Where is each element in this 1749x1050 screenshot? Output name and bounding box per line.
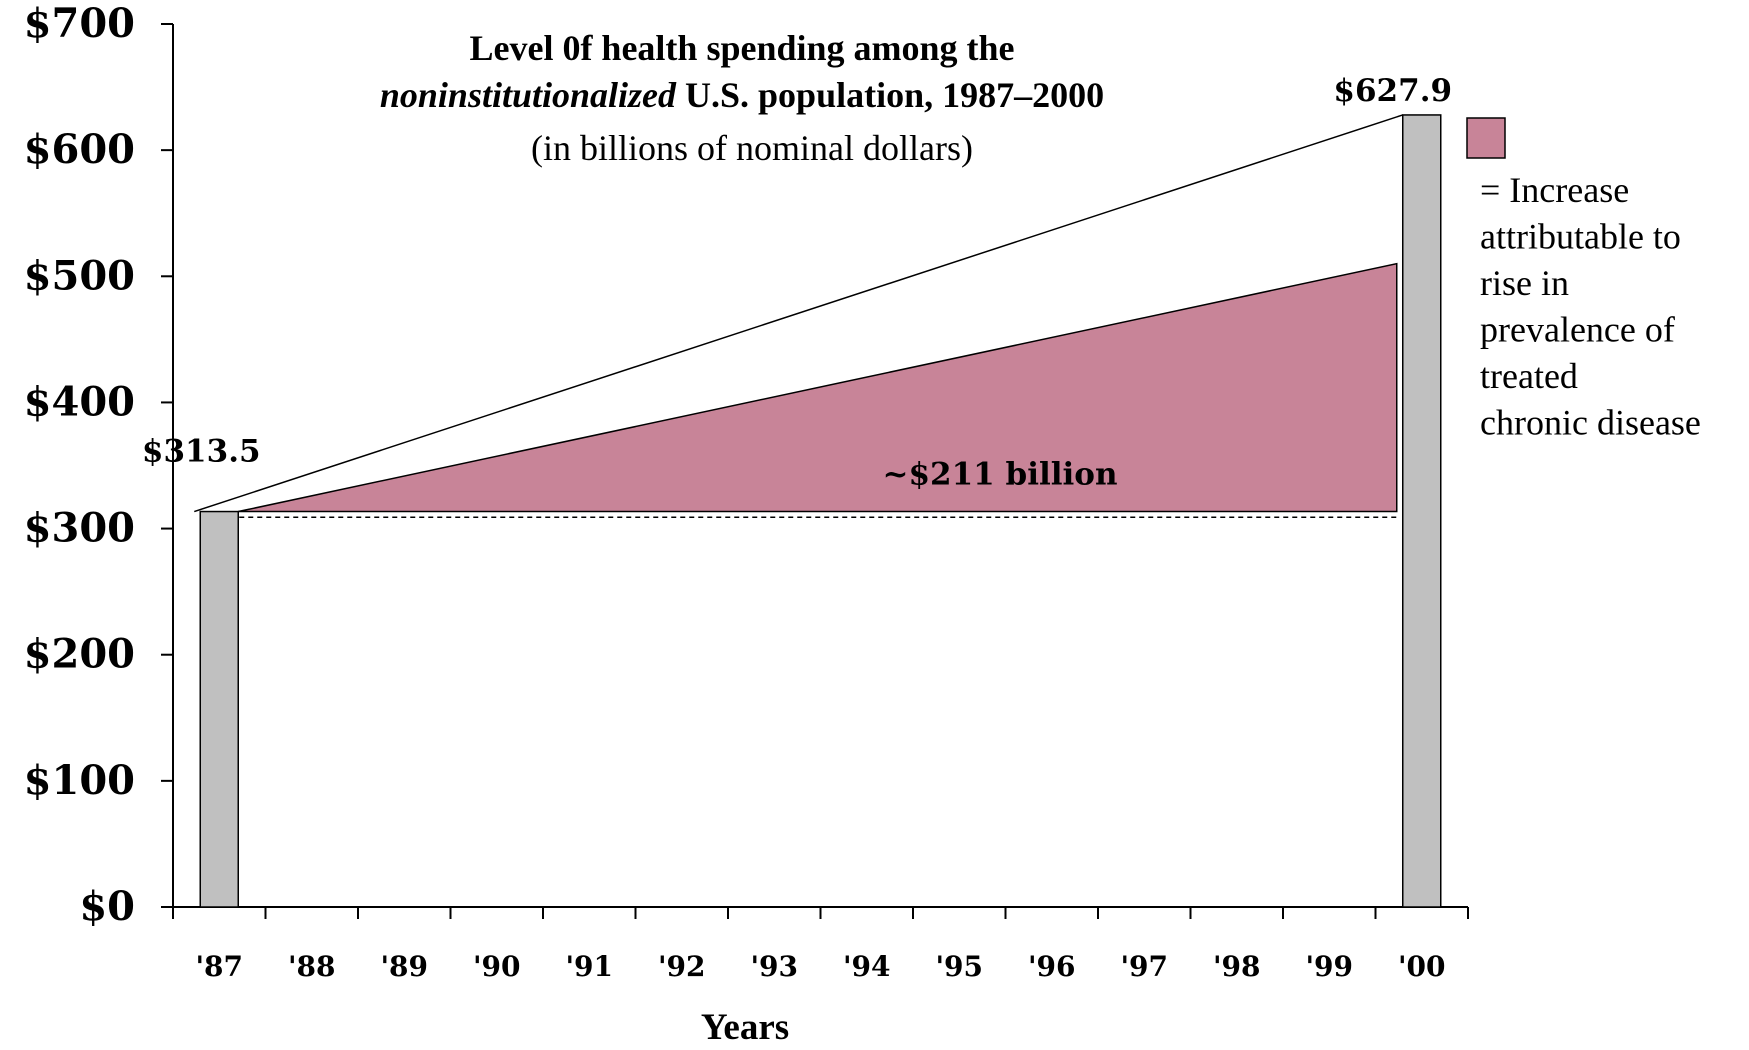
legend-line: prevalence of [1480, 310, 1675, 350]
legend-line: attributable to [1480, 217, 1681, 257]
x-tick-label: '90 [473, 950, 521, 983]
legend-line: = Increase [1480, 170, 1629, 210]
x-tick-label: '95 [935, 950, 983, 983]
x-axis-ticks: '87 '88 '89 '90 '91 '92 '93 '94 '95 '96 '97 '98 '99 '… [172, 907, 1469, 983]
legend-line: treated [1480, 356, 1578, 396]
increase-area-label: ~$211 billion [882, 456, 1117, 492]
y-tick-label: $600 [24, 126, 135, 173]
x-tick-label: '91 [565, 950, 613, 983]
x-tick-label: '98 [1213, 950, 1261, 983]
y-tick-label: $0 [79, 883, 135, 930]
y-tick-label: $400 [24, 378, 135, 425]
x-tick-label: '87 [195, 950, 243, 983]
chart-subtitle: (in billions of nominal dollars) [531, 128, 973, 168]
x-tick-label: '89 [380, 950, 428, 983]
bar-value-label: $627.9 [1333, 73, 1452, 109]
x-tick-label: '99 [1305, 950, 1353, 983]
legend-line: chronic disease [1480, 403, 1701, 443]
chart-title-italic: noninstitutionalized [380, 75, 677, 115]
legend-swatch [1466, 117, 1506, 159]
y-tick-label: $200 [24, 631, 135, 678]
y-tick-label: $500 [24, 252, 135, 299]
x-tick-label: '93 [750, 950, 798, 983]
y-tick-label: $100 [24, 757, 135, 804]
bar [1402, 114, 1442, 908]
x-tick-label: '92 [658, 950, 706, 983]
chart-title-line2: noninstitutionalized U.S. population, 19… [380, 75, 1104, 115]
bar-value-label: $313.5 [142, 434, 261, 470]
legend-text: = Increase attributable to rise in prevalen… [1480, 170, 1701, 443]
chart-title-line1: Level 0f health spending among the [469, 28, 1014, 68]
x-tick-label: '00 [1398, 950, 1446, 983]
x-axis-title: Years [701, 1007, 789, 1048]
x-tick-label: '88 [288, 950, 336, 983]
y-axis-ticks: $0 $100 $200 $300 $400 $500 $600 $700 [24, 0, 173, 930]
bars: $313.5 $627.9 [142, 73, 1452, 908]
bar [199, 510, 239, 908]
increase-area [238, 262, 1398, 513]
legend-line: rise in [1480, 263, 1569, 303]
x-tick-label: '96 [1028, 950, 1076, 983]
y-tick-label: $700 [24, 0, 135, 47]
y-tick-label: $300 [24, 505, 135, 552]
x-tick-label: '97 [1120, 950, 1168, 983]
x-tick-label: '94 [843, 950, 891, 983]
trend-line [194, 114, 1403, 513]
chart-title-rest: U.S. population, 1987–2000 [676, 75, 1104, 115]
